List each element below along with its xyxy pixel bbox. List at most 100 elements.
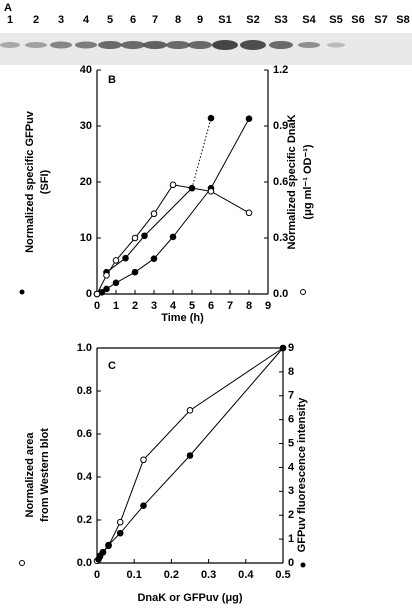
lane-label: 6 (130, 14, 136, 26)
x-tick-label: 3 (151, 300, 157, 312)
x-tick-label: 0.5 (275, 569, 290, 581)
data-point (140, 456, 147, 464)
y-tick-label: 0.0 (77, 557, 92, 569)
data-point (207, 188, 215, 195)
legend-open (19, 560, 25, 566)
lane-label: 7 (152, 14, 158, 26)
x-tick-label: 4 (170, 300, 177, 312)
x-tick-label: 5 (189, 300, 195, 312)
lane-label: 3 (58, 14, 64, 26)
y-axis-title: Normalized area (24, 432, 36, 518)
data-point (131, 234, 139, 242)
data-point (150, 210, 158, 218)
data-point (116, 529, 124, 537)
y2-tick-label: 7 (288, 390, 294, 402)
y2-tick-label: 8 (288, 366, 294, 378)
y2-tick-label: 9 (288, 342, 294, 354)
x-tick-label: 0.4 (238, 569, 254, 581)
y2-tick-label: 0.3 (273, 232, 288, 244)
y-tick-label: 20 (80, 176, 92, 188)
y-tick-label: 0.6 (77, 428, 92, 440)
series-line (191, 118, 212, 189)
data-point (141, 232, 148, 240)
data-point (207, 114, 215, 122)
legend-filled (300, 562, 306, 568)
y-tick-label: 0.2 (77, 514, 92, 526)
y2-tick-label: 6 (288, 414, 294, 426)
x-tick-label: 2 (132, 300, 138, 312)
lane-label: 9 (197, 14, 203, 26)
y2-tick-label: 0.6 (273, 176, 288, 188)
y2-tick-label: 3 (288, 485, 294, 497)
lane-label: 2 (33, 14, 39, 26)
panel-label: B (108, 74, 116, 86)
x-axis-title: DnaK or GFPuv (μg) (137, 592, 242, 604)
data-point (169, 181, 177, 189)
y2-tick-label: 0 (288, 557, 294, 569)
series-line (106, 187, 193, 273)
data-point (169, 233, 177, 241)
panel-label: C (108, 360, 116, 372)
lane-label: 8 (175, 14, 181, 26)
y2-axis-title: (μg ml⁻¹ OD⁻¹) (302, 144, 314, 220)
y2-axis-title: GFPuv fluorescence intensity (296, 397, 308, 553)
x-tick-label: 6 (208, 300, 214, 312)
lane-label: S1 (218, 14, 231, 26)
data-point (245, 209, 253, 217)
data-point (93, 290, 101, 298)
x-tick-label: 7 (227, 300, 233, 312)
lane-label: 5 (107, 14, 113, 26)
x-tick-label: 8 (246, 300, 252, 312)
y-axis-title: (SFI) (39, 169, 51, 194)
blot-bands (0, 40, 345, 50)
lane-label: S7 (374, 14, 387, 26)
lane-label: S2 (246, 14, 259, 26)
lane-label: 4 (83, 14, 90, 26)
x-tick-label: 0 (94, 300, 100, 312)
y-tick-label: 0.8 (77, 385, 92, 397)
y-tick-label: 0.4 (77, 471, 93, 483)
legend-filled (19, 289, 25, 295)
data-point (186, 452, 194, 459)
y-tick-label: 40 (80, 64, 92, 76)
lane-label: S5 (329, 14, 342, 26)
y-tick-label: 1.0 (77, 342, 92, 354)
x-tick-label: 0 (94, 569, 100, 581)
y2-tick-label: 0.0 (273, 288, 288, 300)
blot (0, 33, 412, 65)
lane-label: 1 (7, 14, 13, 26)
x-tick-label: 9 (265, 300, 271, 312)
data-point (103, 285, 110, 293)
x-tick-label: 1 (113, 300, 119, 312)
y2-tick-label: 1.2 (273, 64, 288, 76)
data-point (112, 279, 120, 287)
data-point (99, 548, 107, 556)
legend-open (300, 289, 306, 295)
y-axis-title: from Western blot (39, 428, 51, 522)
x-tick-label: 0.1 (127, 569, 142, 581)
data-point (105, 541, 112, 549)
x-tick-label: 0.2 (164, 569, 179, 581)
y2-axis-title: Normalized specific DnaK (286, 114, 298, 249)
data-point (279, 344, 287, 352)
lane-label: S4 (302, 14, 316, 26)
series-line (96, 118, 250, 295)
data-point (245, 115, 253, 123)
lane-label: S8 (396, 14, 409, 26)
y2-tick-label: 5 (288, 437, 294, 449)
lane-label: S3 (274, 14, 287, 26)
y-tick-label: 0 (86, 288, 92, 300)
y-tick-label: 30 (80, 120, 92, 132)
y2-tick-label: 4 (288, 461, 295, 473)
y2-tick-label: 2 (288, 509, 294, 521)
data-point (150, 255, 158, 263)
data-point (131, 268, 139, 276)
data-point (112, 257, 120, 264)
data-point (116, 518, 124, 526)
x-tick-label: 0.3 (201, 569, 216, 581)
data-point (103, 272, 110, 279)
y2-tick-label: 0.9 (273, 120, 288, 132)
panel-label: A (4, 2, 12, 14)
y2-tick-label: 1 (288, 533, 294, 545)
